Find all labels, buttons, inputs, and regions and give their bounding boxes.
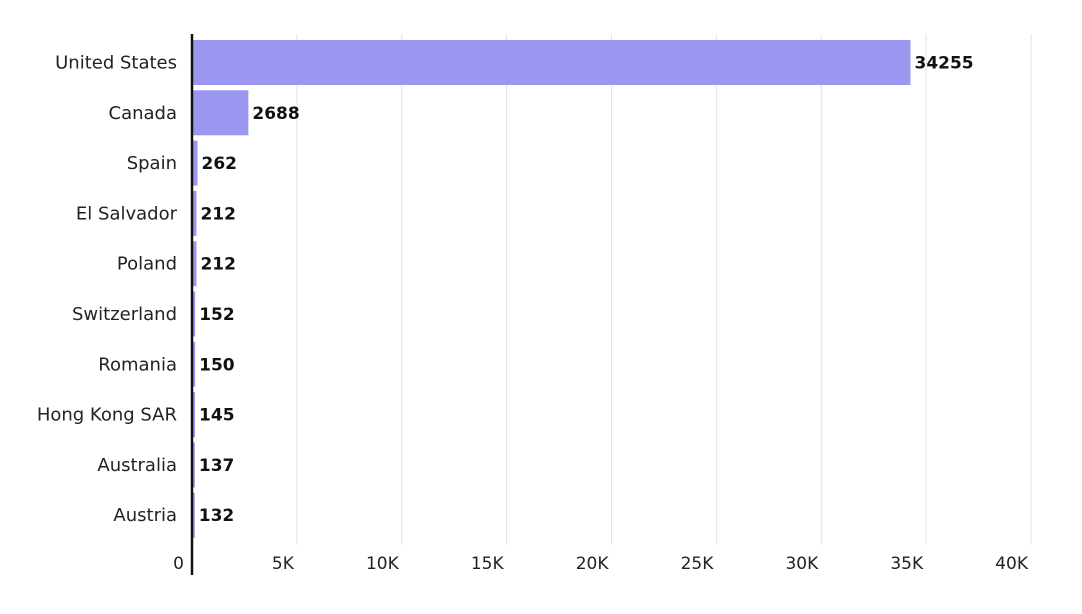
category-label: Poland — [117, 254, 177, 275]
x-tick-label: 0 — [173, 554, 184, 574]
bar — [192, 90, 249, 136]
bar — [192, 392, 196, 438]
category-label: Romania — [98, 354, 177, 375]
x-tick-label-layer: 0 5K 10K 15K 20K 25K 30K 35K 40K — [173, 554, 1029, 574]
bar-value-label: 262 — [201, 154, 237, 174]
bar-value-label: 2688 — [252, 104, 299, 124]
bar — [192, 341, 196, 387]
bar — [192, 442, 195, 488]
category-label-layer: United States Canada Spain El Salvador Polan… — [37, 53, 178, 527]
category-label: Switzerland — [72, 304, 177, 325]
bar — [192, 241, 197, 287]
x-tick-label: 35K — [890, 554, 924, 574]
bar-value-label: 132 — [199, 506, 235, 526]
bar-value-label: 145 — [199, 406, 235, 426]
bar — [192, 140, 198, 186]
category-label: Austria — [113, 505, 177, 526]
bar — [192, 40, 911, 85]
category-label: Canada — [109, 103, 178, 124]
bar-value-label: 150 — [199, 355, 235, 375]
bar-value-label: 152 — [199, 305, 235, 325]
x-tick-label: 25K — [681, 554, 715, 574]
bar — [192, 190, 197, 236]
bar-value-label: 212 — [200, 204, 236, 224]
category-label: Hong Kong SAR — [37, 405, 177, 426]
bar-value-label: 212 — [200, 255, 236, 275]
bar-layer — [192, 40, 911, 538]
category-label: United States — [55, 53, 177, 74]
value-label-layer: 34255 2688 262 212 212 152 150 145 137 132 — [199, 54, 974, 527]
bar-value-label: 137 — [199, 456, 235, 476]
bar — [192, 492, 195, 538]
x-tick-label: 10K — [366, 554, 400, 574]
x-tick-label: 5K — [272, 554, 295, 574]
category-label: Australia — [97, 455, 177, 476]
x-tick-label: 30K — [785, 554, 819, 574]
category-label: Spain — [127, 153, 177, 174]
category-label: El Salvador — [76, 203, 178, 224]
x-tick-label: 15K — [471, 554, 505, 574]
x-tick-label: 40K — [995, 554, 1029, 574]
bar — [192, 291, 196, 337]
grid-layer — [296, 34, 1032, 545]
x-tick-label: 20K — [576, 554, 610, 574]
bar-value-label: 34255 — [914, 54, 973, 74]
